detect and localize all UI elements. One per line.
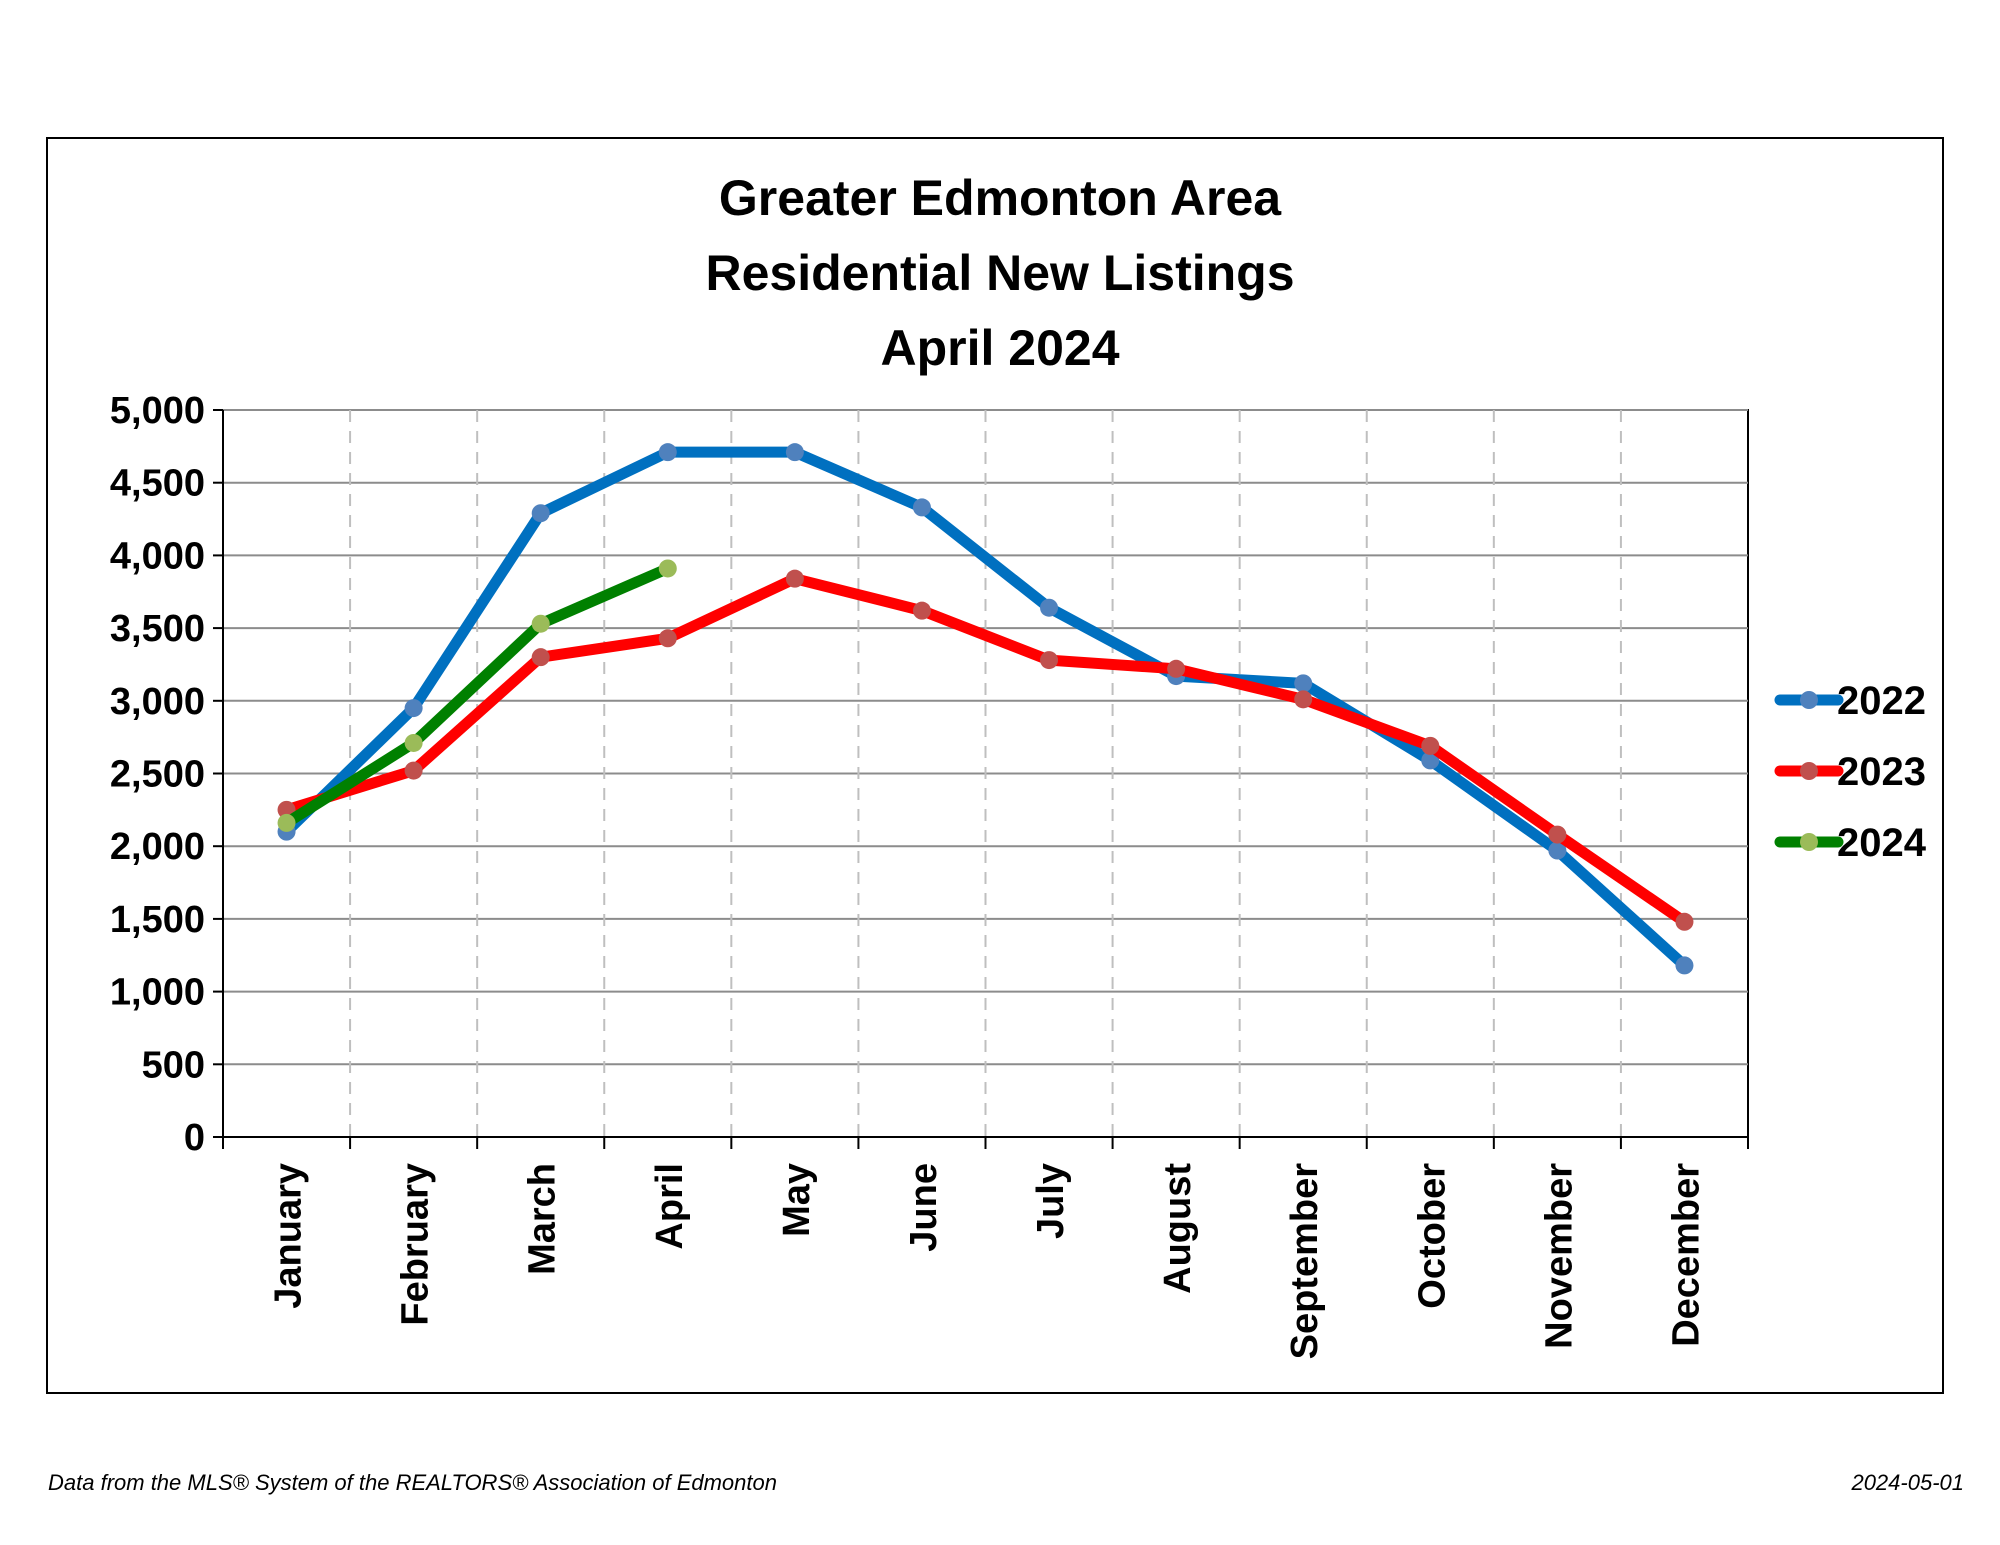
x-tick-label: July	[1030, 1163, 1072, 1239]
y-tick-label: 1,500	[110, 899, 205, 941]
legend-swatch-marker	[1800, 833, 1818, 851]
series-lines	[277, 443, 1694, 975]
data-point	[404, 761, 423, 780]
chart-title-line: Greater Edmonton Area	[719, 170, 1282, 226]
legend-item-2022: 2022	[1774, 679, 1926, 723]
series-2023	[277, 569, 1694, 931]
data-point	[404, 699, 423, 718]
y-tick-label: 0	[184, 1117, 205, 1159]
data-point	[531, 648, 550, 667]
data-point	[531, 614, 550, 633]
legend-label: 2022	[1837, 679, 1926, 723]
chart-frame: Greater Edmonton Area Residential New Lis…	[46, 137, 1944, 1394]
x-tick-label: January	[268, 1163, 310, 1309]
data-point	[785, 443, 804, 462]
data-point	[785, 569, 804, 588]
y-tick-label: 2,000	[110, 826, 205, 868]
x-tick-label: March	[522, 1163, 564, 1275]
data-point	[1421, 751, 1440, 770]
data-point	[1040, 598, 1059, 617]
data-point	[1294, 690, 1313, 709]
series-line	[281, 446, 1690, 971]
x-tick-label: December	[1665, 1163, 1707, 1347]
y-tick-label: 4,500	[110, 463, 205, 505]
x-tick-label: February	[395, 1163, 437, 1326]
x-tick-label: May	[776, 1163, 818, 1237]
y-tick-label: 1,000	[110, 972, 205, 1014]
x-tick-label: June	[903, 1163, 945, 1252]
y-tick-label: 4,000	[110, 535, 205, 577]
data-point	[1040, 651, 1059, 670]
y-tick-label: 500	[142, 1044, 205, 1086]
data-point	[1294, 674, 1313, 693]
data-point	[404, 733, 423, 752]
data-point	[912, 601, 931, 620]
series-line	[281, 573, 1690, 928]
x-tick-label: November	[1538, 1163, 1580, 1349]
series-2022	[277, 443, 1694, 975]
y-tick-label: 3,000	[110, 681, 205, 723]
data-point	[277, 813, 296, 832]
chart-title-line: Residential New Listings	[705, 245, 1294, 301]
data-point	[912, 498, 931, 517]
series-2024	[277, 559, 677, 832]
series-line	[281, 562, 674, 829]
legend-label: 2024	[1837, 821, 1927, 865]
legend-item-2023: 2023	[1774, 750, 1926, 794]
data-point	[1167, 659, 1186, 678]
y-tick-label: 3,500	[110, 608, 205, 650]
data-point	[531, 504, 550, 523]
data-point	[1548, 825, 1567, 844]
y-tick-label: 5,000	[110, 390, 205, 432]
legend-item-2024: 2024	[1774, 821, 1927, 865]
y-tick-label: 2,500	[110, 754, 205, 796]
report-date: 2024-05-01	[1851, 1470, 1964, 1495]
data-point	[1675, 912, 1694, 931]
data-point	[1421, 736, 1440, 755]
grid	[222, 409, 1749, 1138]
data-point	[658, 443, 677, 462]
x-tick-label: August	[1157, 1163, 1199, 1294]
legend-swatch-marker	[1800, 691, 1818, 709]
x-tick-label: October	[1411, 1163, 1453, 1309]
chart: Greater Edmonton Area Residential New Lis…	[110, 170, 1927, 1360]
x-tick-label: April	[649, 1163, 691, 1250]
x-tick-label: September	[1284, 1163, 1326, 1360]
legend: 2022 2023 2024	[1774, 679, 1927, 865]
legend-swatch-marker	[1800, 762, 1818, 780]
axes: 0 500 1,000 1,500 2,000 2,500 3,000 3,500 4,000 4…	[110, 390, 1749, 1360]
chart-title: Greater Edmonton Area Residential New Lis…	[705, 170, 1294, 376]
data-point	[1548, 841, 1567, 860]
data-point	[1675, 956, 1694, 975]
data-point	[658, 559, 677, 578]
chart-title-line: April 2024	[880, 320, 1119, 376]
data-point	[658, 629, 677, 648]
source-note: Data from the MLS® System of the REALTOR…	[48, 1470, 777, 1495]
legend-label: 2023	[1837, 750, 1926, 794]
